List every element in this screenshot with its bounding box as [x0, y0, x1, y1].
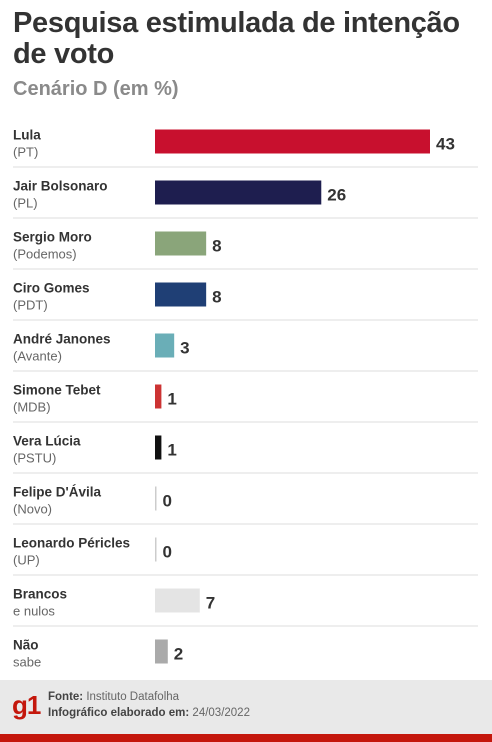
credit-line: Infográfico elaborado em: 24/03/2022 [48, 707, 250, 719]
category-label: Brancos [13, 587, 67, 602]
footer-accent-bar [0, 734, 492, 742]
category-sublabel: (PDT) [13, 298, 48, 313]
data-label: 2 [174, 645, 183, 664]
category-label: Vera Lúcia [13, 434, 81, 449]
chart-subtitle: Cenário D (em %) [13, 78, 179, 100]
category-sublabel: (PL) [13, 196, 38, 211]
bar [155, 333, 175, 358]
category-sublabel: (MDB) [13, 400, 51, 415]
data-label: 3 [180, 339, 189, 358]
category-sublabel: (PSTU) [13, 451, 56, 466]
category-sublabel: (UP) [13, 553, 40, 568]
category-label: Lula [13, 128, 41, 143]
bar-chart: Lula (PT) 43 Jair Bolsonaro (PL) 26 Sergio Mor… [13, 128, 478, 670]
bar [155, 231, 207, 256]
data-label: 26 [327, 186, 346, 205]
data-label: 0 [163, 492, 172, 511]
data-label: 7 [206, 594, 215, 613]
category-label: Ciro Gomes [13, 281, 90, 296]
data-label: 8 [212, 237, 221, 256]
footer [0, 680, 492, 734]
bar [155, 180, 322, 205]
credit-value: 24/03/2022 [192, 707, 250, 719]
data-label: 8 [212, 288, 221, 307]
data-label: 0 [163, 543, 172, 562]
source-line: Fonte: Instituto Datafolha [48, 691, 179, 703]
category-label: André Janones [13, 332, 111, 347]
category-label: Jair Bolsonaro [13, 179, 108, 194]
bar [155, 384, 162, 409]
source-label: Fonte: [48, 691, 84, 703]
data-label: 43 [436, 135, 455, 154]
source-value: Instituto Datafolha [86, 691, 180, 703]
category-sublabel: (Avante) [13, 349, 62, 364]
bar [155, 282, 207, 307]
category-label: Não [13, 638, 39, 653]
category-label: Leonardo Péricles [13, 536, 130, 551]
g1-logo: g1 [12, 690, 41, 720]
category-sublabel: sabe [13, 655, 41, 670]
data-label: 1 [167, 441, 176, 460]
data-label: 1 [167, 390, 176, 409]
category-sublabel: e nulos [13, 604, 55, 619]
bar [155, 486, 157, 511]
credit-label: Infográfico elaborado em: [48, 707, 190, 719]
bar [155, 588, 200, 613]
category-sublabel: (Novo) [13, 502, 52, 517]
category-label: Felipe D'Ávila [13, 485, 101, 500]
chart-title: Pesquisa estimulada de intenção de voto [13, 7, 460, 70]
bar [155, 129, 430, 154]
bar [155, 435, 162, 460]
bar [155, 639, 168, 664]
category-sublabel: (Podemos) [13, 247, 77, 262]
category-label: Sergio Moro [13, 230, 92, 245]
bar [155, 537, 157, 562]
category-label: Simone Tebet [13, 383, 101, 398]
category-sublabel: (PT) [13, 145, 38, 160]
